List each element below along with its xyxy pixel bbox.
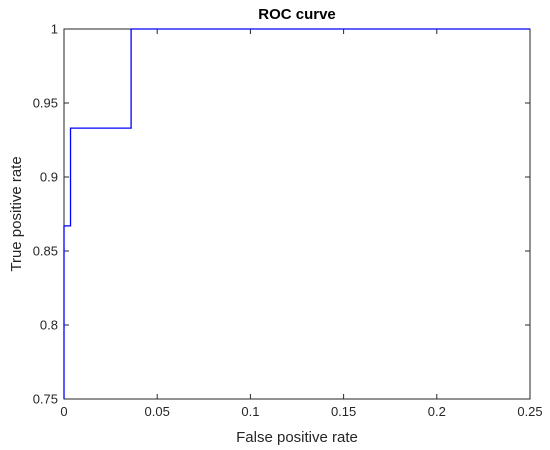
y-axis-label: True positive rate: [8, 156, 25, 271]
x-tick-label: 0.05: [145, 404, 170, 419]
y-tick-label: 0.8: [40, 318, 58, 333]
chart-title: ROC curve: [258, 6, 336, 23]
y-tick-label: 1: [51, 22, 58, 37]
y-tick-label: 0.85: [33, 244, 58, 259]
x-tick-label: 0.15: [331, 404, 356, 419]
x-axis-label: False positive rate: [236, 429, 358, 446]
x-tick-label: 0: [60, 404, 67, 419]
x-tick-label: 0.2: [428, 404, 446, 419]
series-group: [63, 28, 530, 399]
plot-area-frame: [63, 28, 531, 400]
y-axis-ticks: 0.75 0.8 0.85 0.9 0.95 1: [33, 22, 530, 407]
x-axis-ticks: 0 0.05 0.1 0.15 0.2 0.25: [60, 29, 543, 419]
x-tick-label: 0.1: [241, 404, 259, 419]
y-tick-label: 0.9: [40, 170, 58, 185]
x-tick-label: 0.25: [517, 404, 542, 419]
roc-curve-line: [63, 28, 530, 399]
y-tick-label: 0.75: [33, 392, 58, 407]
y-tick-label: 0.95: [33, 96, 58, 111]
